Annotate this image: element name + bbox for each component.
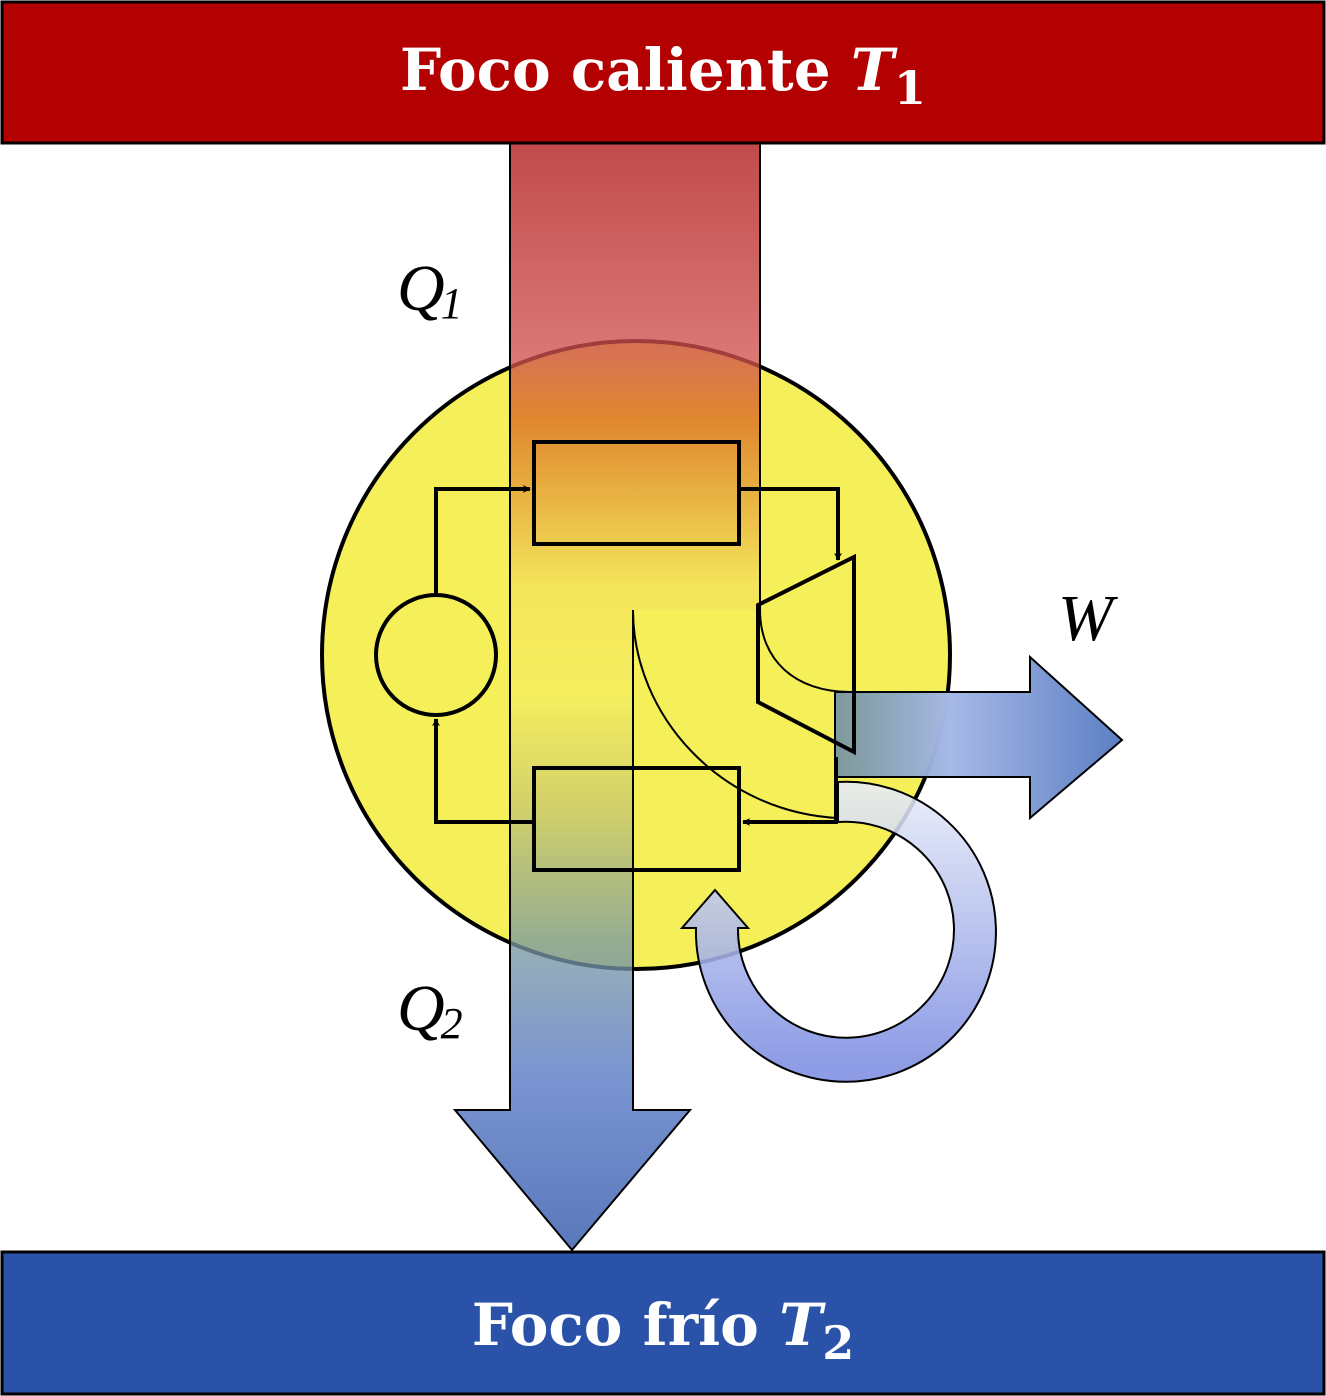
q1-label: Q1 (397, 252, 463, 328)
line-boiler-to-turbine (739, 487, 842, 561)
recycled-work-arrow (679, 780, 997, 1083)
rejected-heat-curve (632, 609, 839, 819)
boiler (532, 440, 741, 546)
cold-reservoir-label: Foco frío T2 (472, 1291, 855, 1370)
cold-reservoir (0, 1250, 1326, 1396)
cycle-schematic (374, 440, 856, 872)
hot-reservoir (0, 0, 1326, 145)
work-split-curve (759, 609, 851, 693)
line-turbine-to-condenser (742, 757, 838, 826)
heat-flow-arrow (455, 143, 760, 1250)
hot-reservoir-label: Foco caliente T1 (400, 36, 926, 115)
w-label: W (1058, 582, 1118, 655)
work-output-arrow (834, 654, 1124, 821)
q2-label: Q2 (397, 972, 463, 1048)
line-condenser-to-pump (432, 718, 534, 824)
turbine (756, 553, 856, 756)
heat-flow-outline (452, 143, 761, 1252)
line-pump-to-boiler (434, 485, 531, 595)
condenser (532, 766, 741, 872)
